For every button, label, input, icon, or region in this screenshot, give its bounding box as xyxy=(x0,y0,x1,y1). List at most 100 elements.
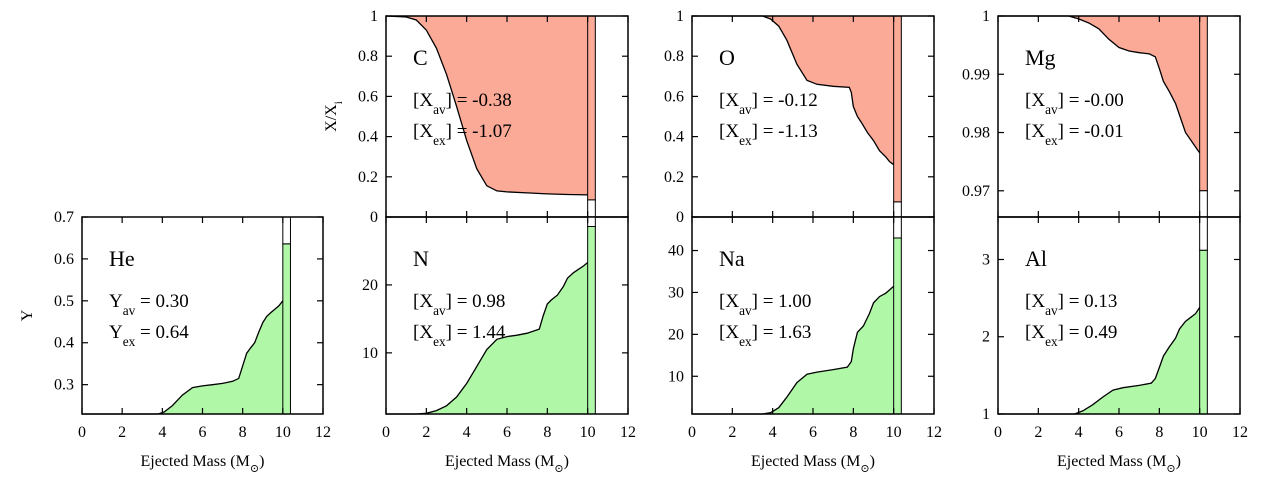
average-stat: [Xav] = -0.12 xyxy=(719,90,818,117)
y-tick-label: 0.97 xyxy=(962,183,990,200)
element-label: He xyxy=(109,246,135,271)
x-axis-title: Ejected Mass (M⊙) xyxy=(140,453,264,475)
profile-curve xyxy=(82,300,284,415)
text-run: [X xyxy=(1025,90,1045,111)
average-stat: [Xav] = -0.38 xyxy=(413,90,512,117)
y-tick-label: 0.2 xyxy=(358,169,378,186)
subscript-text: ⊙ xyxy=(1166,463,1175,475)
text-run: ] = 0.13 xyxy=(1058,291,1118,312)
x-tick-label: 0 xyxy=(382,424,390,441)
text-run: = 0.64 xyxy=(135,322,189,343)
y-tick-label: 2 xyxy=(982,329,990,346)
subscript-text: av xyxy=(1045,303,1058,318)
y-tick-label: 0.3 xyxy=(54,377,74,394)
average-stat: [Xav] = -0.00 xyxy=(1025,90,1124,117)
y-tick-label: 0.8 xyxy=(664,48,684,65)
y-tick-label: 0 xyxy=(676,209,684,226)
x-tick-label: 0 xyxy=(688,424,696,441)
x-tick-label: 10 xyxy=(275,424,291,441)
x-tick-label: 0 xyxy=(78,424,86,441)
text-run: [X xyxy=(413,121,433,142)
panel-o: 00.20.40.60.81O[Xav] = -0.12[Xex] = -1.1… xyxy=(664,8,935,226)
text-run: [X xyxy=(719,90,739,111)
x-tick-label: 4 xyxy=(1075,424,1083,441)
y-axis-title: X/Xi xyxy=(323,101,345,132)
ejecta-bar-remainder xyxy=(587,199,596,218)
element-label: O xyxy=(719,45,735,70)
ejecta-bar xyxy=(1199,249,1208,415)
subscript-text: ex xyxy=(739,334,752,349)
text-run: ) xyxy=(1176,453,1181,470)
ejecta-stat: [Xex] = -1.07 xyxy=(413,121,512,148)
ejecta-stat: [Xex] = 0.49 xyxy=(1025,322,1117,349)
ejecta-bar-remainder xyxy=(1199,216,1208,251)
y-tick-label: 1 xyxy=(982,406,990,423)
ejecta-bar-remainder xyxy=(893,201,902,218)
y-tick-label: 0.6 xyxy=(54,251,74,268)
y-tick-label: 0.4 xyxy=(664,129,684,146)
y-tick-label: 1 xyxy=(370,8,378,25)
x-axis-title: Ejected Mass (M⊙) xyxy=(1057,453,1181,475)
subscript-text: ex xyxy=(433,133,446,148)
y-tick-label: 1 xyxy=(676,8,684,25)
ejecta-stat: [Xex] = 1.63 xyxy=(719,322,811,349)
x-tick-label: 6 xyxy=(809,424,817,441)
y-tick-label: 40 xyxy=(668,243,684,260)
text-run: ) xyxy=(259,453,264,470)
panel-he: 0.3 0.4 0.5 0.6 0.7 0 2 4 6 8 10 12 Ejected Mass (M⊙… xyxy=(19,209,331,475)
subscript-text: av xyxy=(433,303,446,318)
subscript-text: av xyxy=(739,303,752,318)
x-axis-title: Ejected Mass (M⊙) xyxy=(751,453,875,475)
text-run: ] = -1.07 xyxy=(446,121,512,142)
x-tick-label: 12 xyxy=(1232,424,1248,441)
ejecta-bar xyxy=(587,15,596,201)
text-run: [X xyxy=(413,322,433,343)
x-tick-label: 8 xyxy=(543,424,551,441)
text-run: [X xyxy=(413,90,433,111)
y-tick-label: 0.4 xyxy=(54,335,74,352)
x-tick-label: 8 xyxy=(1155,424,1163,441)
x-tick-label: 4 xyxy=(769,424,777,441)
subscript-text: av xyxy=(739,102,752,117)
subscript-text: ⊙ xyxy=(554,463,563,475)
shaded-area xyxy=(386,16,588,195)
text-run: Ejected Mass (M xyxy=(1057,453,1166,470)
subscript-text: av xyxy=(433,102,446,117)
shaded-area xyxy=(82,300,283,414)
text-run: ] = -1.13 xyxy=(752,121,818,142)
ejecta-bar xyxy=(1199,15,1208,192)
x-tick-label: 8 xyxy=(239,424,247,441)
subscript-text: ex xyxy=(1045,334,1058,349)
element-label: C xyxy=(413,45,428,70)
x-tick-label: 8 xyxy=(849,424,857,441)
text-run: [X xyxy=(719,322,739,343)
y-tick-label: 0.8 xyxy=(358,48,378,65)
shaded-area xyxy=(386,262,588,414)
subscript-text: av xyxy=(123,303,136,318)
text-run: Ejected Mass (M xyxy=(751,453,860,470)
subscript-text: ex xyxy=(433,334,446,349)
ejecta-bar-remainder xyxy=(1199,190,1208,218)
element-label: Na xyxy=(719,246,745,271)
subscript-text: ⊙ xyxy=(250,463,259,475)
y-tick-label: 0.4 xyxy=(358,129,378,146)
profile-curve xyxy=(385,15,588,196)
text-run: [X xyxy=(719,291,739,312)
x-tick-label: 12 xyxy=(315,424,331,441)
text-run: ] = 1.00 xyxy=(752,291,812,312)
text-run: Y xyxy=(109,322,123,343)
panel-c: 00.20.40.60.81X/XiC[Xav] = -0.38[Xex] = … xyxy=(323,8,629,226)
text-run: ] = 0.49 xyxy=(1058,322,1118,343)
profile-curve xyxy=(692,15,895,166)
x-tick-label: 12 xyxy=(926,424,942,441)
y-tick-label: 20 xyxy=(362,277,378,294)
text-run: ] = 1.44 xyxy=(446,322,506,343)
subscript-text: ex xyxy=(123,334,136,349)
average-stat: [Xav] = 0.13 xyxy=(1025,291,1117,318)
x-tick-label: 4 xyxy=(158,424,166,441)
y-tick-label: 0.6 xyxy=(664,88,684,105)
text-run: ] = -0.38 xyxy=(446,90,512,111)
profile-curve xyxy=(998,15,1201,154)
y-tick-label: 1 xyxy=(982,8,990,25)
